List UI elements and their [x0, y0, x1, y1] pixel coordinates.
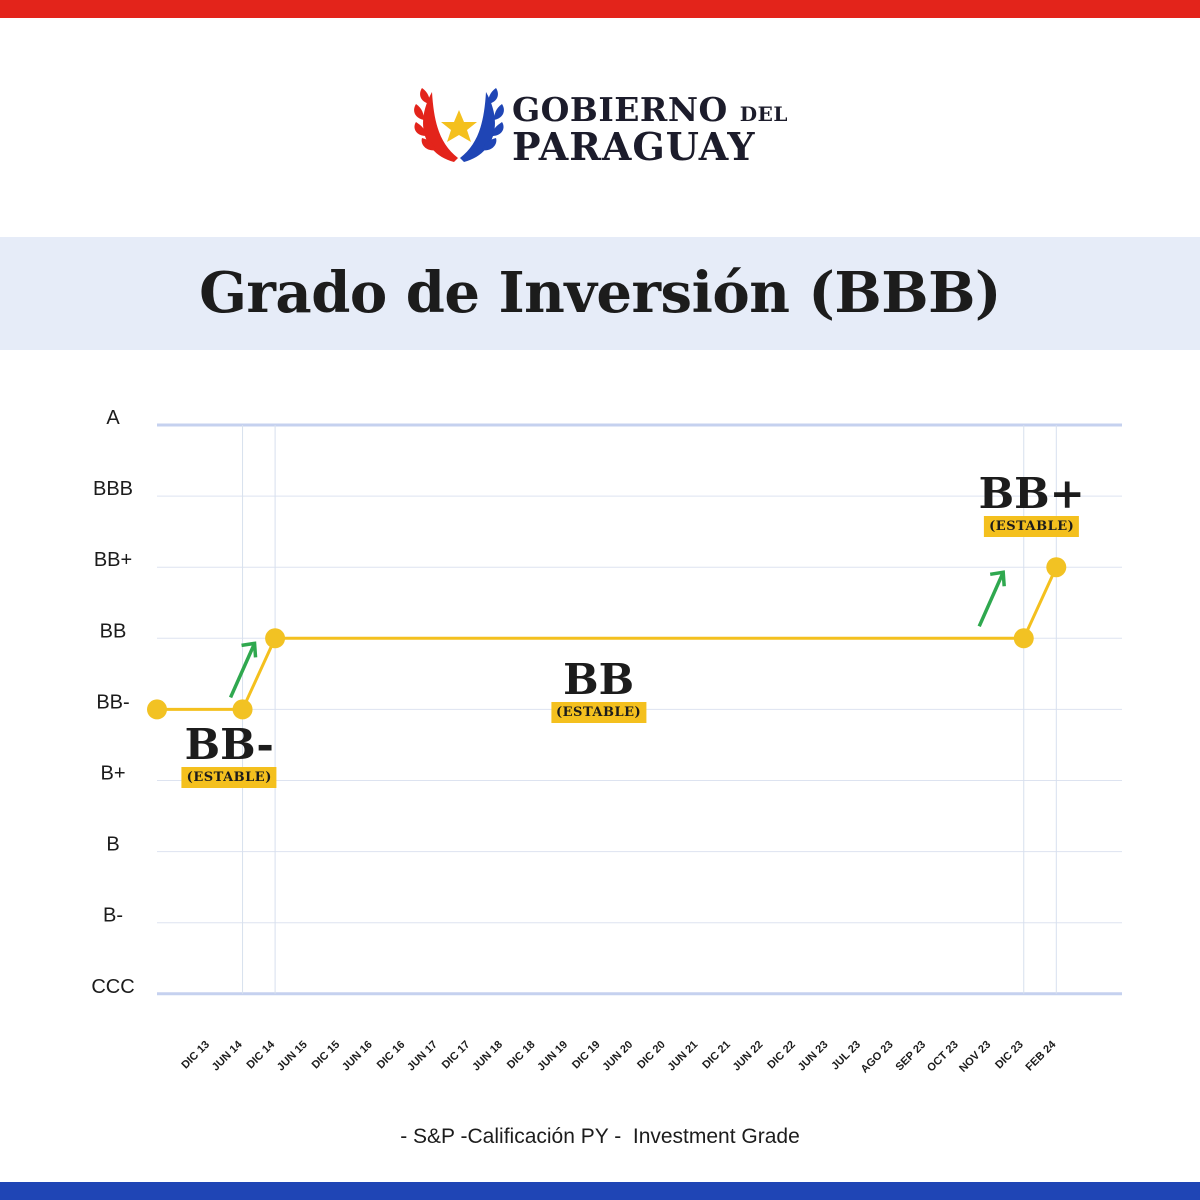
callout-bb: BB (ESTABLE) [551, 655, 647, 724]
x-tick-label: FEB 24 [1024, 1038, 1059, 1073]
red-laurel-icon [414, 88, 458, 162]
upgrade-arrow-icon [228, 641, 258, 699]
callout-rating: BB [563, 655, 635, 705]
upgrade-arrow-icon [977, 570, 1006, 628]
callout-bb-plus: BB+ (ESTABLE) [978, 469, 1085, 538]
y-tick-label: BB- [96, 691, 129, 713]
x-tick-label: JUN 14 [210, 1038, 245, 1073]
star-icon [441, 110, 477, 142]
coat-of-arms-icon [414, 88, 504, 162]
y-tick-label: CCC [91, 976, 134, 998]
x-tick-label: DIC 21 [700, 1039, 733, 1072]
y-tick-label: BB+ [94, 549, 132, 571]
page-title: Grado de Inversión (BBB) [199, 260, 1001, 326]
x-tick-label: DIC 17 [440, 1039, 473, 1072]
x-tick-label: DIC 16 [375, 1039, 408, 1072]
x-tick-label: NOV 23 [957, 1039, 993, 1075]
y-tick-label: B- [103, 905, 123, 927]
x-tick-label: JUN 23 [796, 1039, 831, 1074]
x-tick-label: JUN 15 [275, 1039, 310, 1074]
y-tick-label: B+ [100, 763, 125, 785]
x-tick-label: DIC 23 [993, 1039, 1026, 1072]
x-tick-label: DIC 13 [179, 1039, 212, 1072]
callout-outlook-badge: (ESTABLE) [551, 702, 647, 724]
x-tick-label: JUN 18 [470, 1039, 505, 1074]
y-tick-label: BB [100, 620, 127, 642]
top-flag-stripe [0, 0, 1200, 18]
y-tick-label: B [106, 834, 119, 856]
data-point [232, 699, 253, 720]
data-point [147, 699, 167, 720]
bottom-flag-stripe [0, 1182, 1200, 1200]
x-tick-label: JUN 16 [340, 1039, 375, 1074]
logo-text-gobierno: GOBIERNO DEL [512, 90, 788, 129]
title-band: Grado de Inversión (BBB) [0, 237, 1200, 350]
x-tick-label: DIC 14 [245, 1038, 278, 1071]
callout-rating: BB+ [978, 469, 1085, 519]
x-tick-label: DIC 15 [310, 1039, 343, 1072]
x-tick-label: DIC 20 [635, 1039, 668, 1072]
x-tick-label: JUN 20 [600, 1039, 635, 1074]
logo-text-paraguay: PARAGUAY [512, 124, 756, 169]
data-point [1013, 628, 1034, 649]
data-point [265, 628, 286, 649]
x-tick-label: DIC 18 [505, 1039, 538, 1072]
callout-rating: BB- [184, 720, 274, 770]
blue-laurel-icon [460, 88, 504, 162]
x-tick-label: JUN 19 [535, 1039, 570, 1074]
callout-bb-minus: BB- (ESTABLE) [181, 720, 277, 789]
x-tick-label: DIC 19 [570, 1039, 603, 1072]
chart-footnote: - S&P -Calificación PY - Investment Grad… [400, 1125, 800, 1148]
government-logo: GOBIERNO DEL PARAGUAY [414, 84, 787, 170]
y-tick-label: A [106, 407, 120, 429]
callout-outlook-badge: (ESTABLE) [181, 767, 277, 789]
y-tick-label: BBB [93, 478, 133, 500]
x-tick-label: OCT 23 [925, 1039, 961, 1075]
x-tick-label: DIC 22 [765, 1039, 798, 1072]
x-tick-label: SEP 23 [893, 1039, 928, 1074]
x-tick-label: JUN 21 [666, 1039, 701, 1074]
x-tick-label: JUN 22 [731, 1039, 766, 1074]
callout-outlook-badge: (ESTABLE) [984, 516, 1080, 538]
x-tick-label: AGO 23 [859, 1039, 896, 1076]
x-tick-label: JUN 17 [405, 1039, 440, 1074]
data-point [1046, 557, 1067, 578]
